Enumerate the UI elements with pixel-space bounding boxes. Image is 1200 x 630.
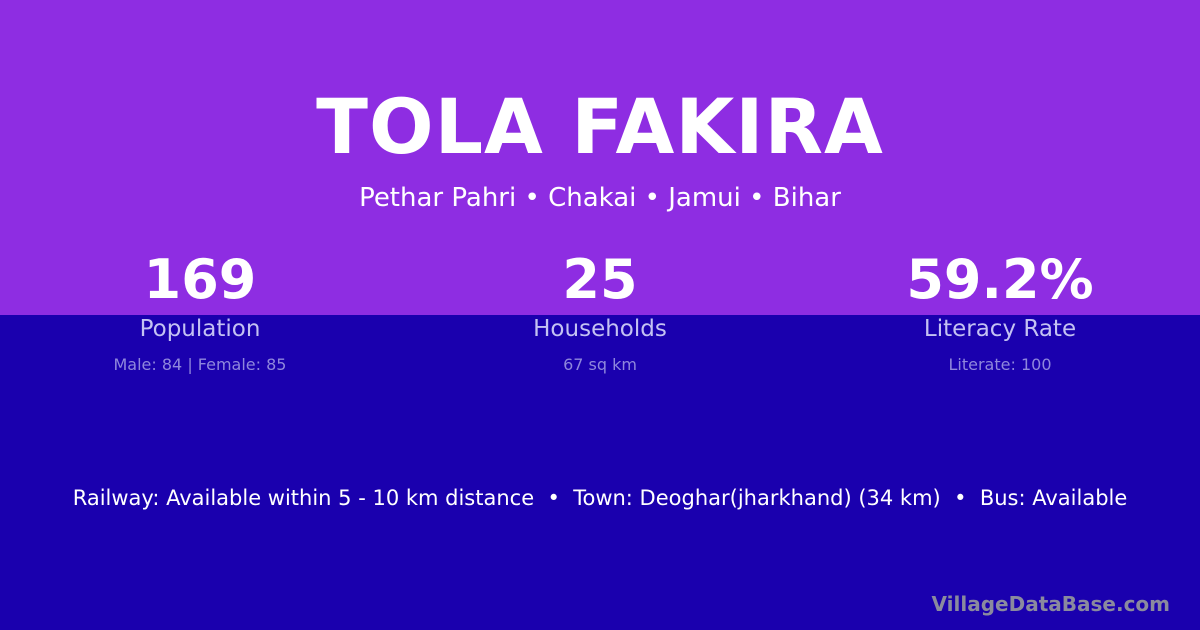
header-band [0,0,1200,315]
stat-detail: 67 sq km [563,355,637,374]
stat-label: Population [139,316,261,342]
stat-detail: Male: 84 | Female: 85 [113,355,287,374]
footer-band [0,315,1200,630]
village-title: TOLA FAKIRA [316,82,884,171]
stat-label: Households [533,316,667,342]
stat-detail: Literate: 100 [948,355,1052,374]
stat-value: 25 [562,248,638,311]
stat-label: Literacy Rate [923,316,1077,342]
brand-watermark: VillageDataBase.com [931,592,1170,616]
stat-value: 169 [143,248,257,311]
location-breadcrumb: Pethar Pahri • Chakai • Jamui • Bihar [359,183,841,213]
connectivity-info: Railway: Available within 5 - 10 km dist… [72,486,1128,510]
stat-value: 59.2% [906,248,1094,311]
